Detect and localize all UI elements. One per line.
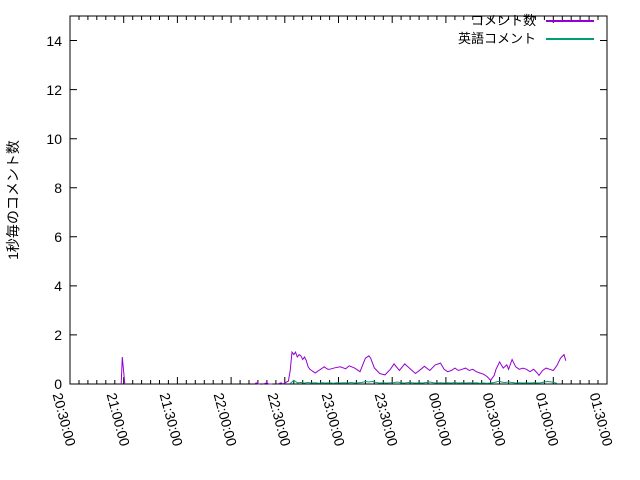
legend-label-comments: コメント数: [470, 13, 536, 28]
legend-line-sample-english-comments: [546, 37, 594, 40]
y-tick-label: 0: [54, 376, 62, 392]
legend-entry-english-comments: 英語コメント: [458, 31, 594, 46]
series-line-0: [254, 382, 260, 385]
y-tick-label: 8: [54, 179, 62, 196]
series-line-0: [120, 356, 126, 385]
legend-label-english-comments: 英語コメント: [457, 31, 536, 46]
y-tick-label: 6: [54, 228, 62, 245]
legend-entry-comments: コメント数: [471, 13, 594, 28]
y-tick-label: 14: [46, 32, 62, 49]
series-line-0: [277, 350, 567, 385]
series-line-0: [263, 382, 273, 385]
legend: コメント数 英語コメント: [458, 13, 594, 46]
y-tick-label: 12: [46, 81, 62, 98]
plot-border: [69, 15, 608, 385]
y-tick-label: 2: [54, 326, 62, 343]
y-tick-label: 4: [54, 277, 62, 294]
series-line-1: [289, 379, 558, 384]
y-tick-label: 10: [46, 130, 62, 147]
legend-line-sample-comments: [546, 19, 594, 22]
axis-ticks: [69, 16, 608, 385]
